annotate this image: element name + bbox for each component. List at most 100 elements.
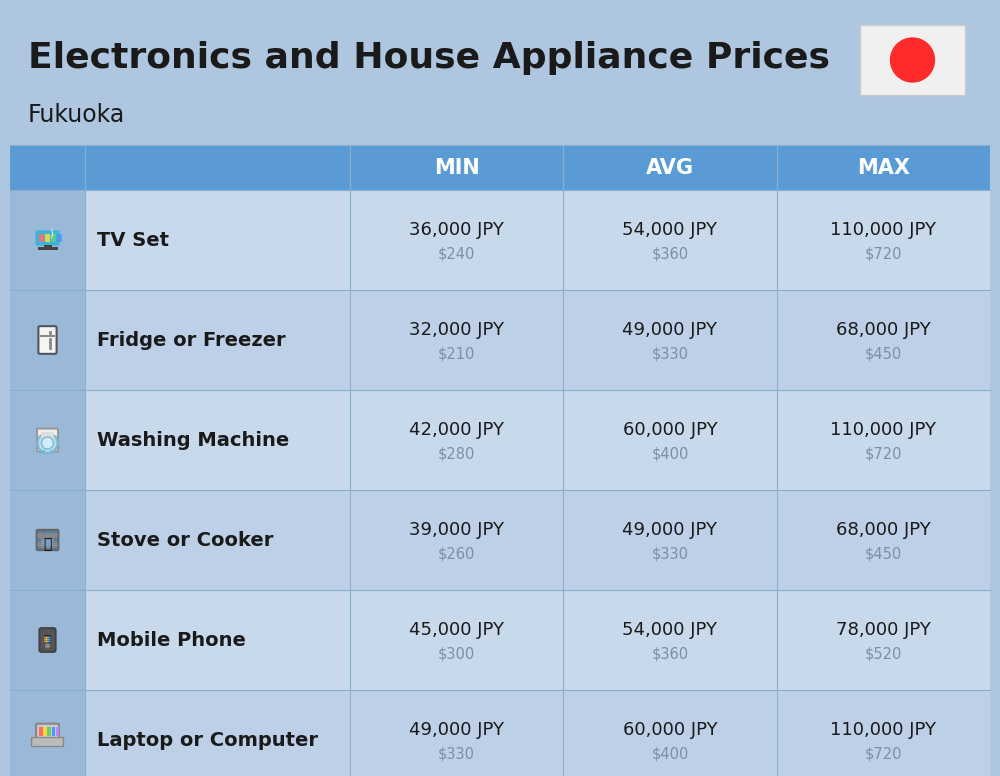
FancyBboxPatch shape bbox=[44, 635, 51, 643]
Text: 49,000 JPY: 49,000 JPY bbox=[622, 321, 718, 339]
Text: $280: $280 bbox=[438, 446, 475, 462]
Text: $720: $720 bbox=[865, 747, 902, 761]
FancyBboxPatch shape bbox=[10, 390, 85, 490]
FancyBboxPatch shape bbox=[56, 726, 59, 736]
Circle shape bbox=[38, 433, 58, 453]
Text: $720: $720 bbox=[865, 247, 902, 262]
FancyBboxPatch shape bbox=[32, 737, 63, 747]
FancyBboxPatch shape bbox=[779, 145, 988, 190]
Text: Electronics and House Appliance Prices: Electronics and House Appliance Prices bbox=[28, 41, 830, 75]
Text: 60,000 JPY: 60,000 JPY bbox=[623, 721, 717, 739]
Text: $360: $360 bbox=[651, 247, 689, 262]
FancyBboxPatch shape bbox=[46, 636, 47, 639]
FancyBboxPatch shape bbox=[39, 726, 43, 736]
FancyBboxPatch shape bbox=[50, 450, 54, 455]
FancyBboxPatch shape bbox=[860, 25, 965, 95]
Text: $330: $330 bbox=[652, 347, 688, 362]
Text: $720: $720 bbox=[865, 446, 902, 462]
FancyBboxPatch shape bbox=[42, 539, 53, 547]
FancyBboxPatch shape bbox=[38, 247, 58, 250]
FancyBboxPatch shape bbox=[10, 590, 990, 690]
FancyBboxPatch shape bbox=[43, 726, 47, 736]
FancyBboxPatch shape bbox=[10, 690, 990, 776]
Text: $360: $360 bbox=[651, 646, 689, 661]
FancyBboxPatch shape bbox=[352, 145, 561, 190]
FancyBboxPatch shape bbox=[10, 490, 85, 590]
FancyBboxPatch shape bbox=[47, 636, 49, 639]
FancyBboxPatch shape bbox=[39, 628, 56, 652]
Text: 45,000 JPY: 45,000 JPY bbox=[409, 621, 504, 639]
FancyBboxPatch shape bbox=[10, 390, 990, 490]
Text: MAX: MAX bbox=[857, 158, 910, 178]
FancyBboxPatch shape bbox=[10, 290, 85, 390]
FancyBboxPatch shape bbox=[36, 724, 59, 739]
FancyBboxPatch shape bbox=[47, 639, 49, 640]
Text: 54,000 JPY: 54,000 JPY bbox=[622, 221, 718, 239]
Text: $260: $260 bbox=[438, 546, 475, 562]
FancyBboxPatch shape bbox=[47, 726, 51, 736]
Text: $400: $400 bbox=[651, 446, 689, 462]
FancyBboxPatch shape bbox=[49, 636, 50, 639]
Text: $400: $400 bbox=[651, 747, 689, 761]
FancyBboxPatch shape bbox=[565, 145, 775, 190]
FancyBboxPatch shape bbox=[44, 639, 46, 640]
Text: 54,000 JPY: 54,000 JPY bbox=[622, 621, 718, 639]
Text: Fridge or Freezer: Fridge or Freezer bbox=[97, 331, 286, 349]
Text: TV Set: TV Set bbox=[97, 230, 169, 250]
Text: 49,000 JPY: 49,000 JPY bbox=[622, 521, 718, 539]
FancyBboxPatch shape bbox=[37, 530, 58, 550]
FancyBboxPatch shape bbox=[10, 490, 990, 590]
FancyBboxPatch shape bbox=[52, 726, 55, 736]
Text: Stove or Cooker: Stove or Cooker bbox=[97, 531, 273, 549]
FancyBboxPatch shape bbox=[51, 234, 56, 241]
Text: $450: $450 bbox=[865, 347, 902, 362]
Text: $330: $330 bbox=[438, 747, 475, 761]
Text: 36,000 JPY: 36,000 JPY bbox=[409, 221, 504, 239]
Text: ): ) bbox=[50, 228, 53, 238]
Circle shape bbox=[45, 643, 50, 649]
Text: AVG: AVG bbox=[646, 158, 694, 178]
Text: 110,000 JPY: 110,000 JPY bbox=[830, 421, 936, 439]
Ellipse shape bbox=[51, 533, 57, 538]
FancyBboxPatch shape bbox=[37, 428, 58, 452]
FancyBboxPatch shape bbox=[44, 636, 46, 639]
Text: $300: $300 bbox=[438, 646, 475, 661]
FancyBboxPatch shape bbox=[39, 234, 44, 241]
Circle shape bbox=[42, 437, 54, 449]
Text: 78,000 JPY: 78,000 JPY bbox=[836, 621, 931, 639]
FancyBboxPatch shape bbox=[10, 145, 990, 190]
FancyBboxPatch shape bbox=[41, 431, 54, 439]
FancyBboxPatch shape bbox=[45, 234, 50, 241]
Ellipse shape bbox=[38, 533, 44, 538]
Text: MIN: MIN bbox=[434, 158, 480, 178]
Text: $210: $210 bbox=[438, 347, 475, 362]
Text: Laptop or Computer: Laptop or Computer bbox=[97, 730, 318, 750]
FancyBboxPatch shape bbox=[10, 190, 85, 290]
FancyBboxPatch shape bbox=[44, 641, 46, 643]
Text: 39,000 JPY: 39,000 JPY bbox=[409, 521, 504, 539]
Text: 110,000 JPY: 110,000 JPY bbox=[830, 221, 936, 239]
Ellipse shape bbox=[44, 542, 50, 546]
FancyBboxPatch shape bbox=[46, 639, 47, 640]
Text: 42,000 JPY: 42,000 JPY bbox=[409, 421, 504, 439]
FancyBboxPatch shape bbox=[10, 690, 85, 776]
FancyBboxPatch shape bbox=[10, 590, 85, 690]
Text: $330: $330 bbox=[652, 546, 688, 562]
FancyBboxPatch shape bbox=[10, 190, 990, 290]
Ellipse shape bbox=[44, 533, 50, 538]
Circle shape bbox=[891, 38, 934, 82]
FancyBboxPatch shape bbox=[41, 450, 45, 455]
Text: 68,000 JPY: 68,000 JPY bbox=[836, 321, 931, 339]
FancyBboxPatch shape bbox=[49, 641, 50, 643]
FancyBboxPatch shape bbox=[57, 234, 62, 241]
Text: $240: $240 bbox=[438, 247, 475, 262]
Text: $520: $520 bbox=[865, 646, 902, 661]
Text: 🔥: 🔥 bbox=[43, 538, 52, 552]
Text: Mobile Phone: Mobile Phone bbox=[97, 630, 246, 650]
FancyBboxPatch shape bbox=[47, 641, 49, 643]
Text: 60,000 JPY: 60,000 JPY bbox=[623, 421, 717, 439]
Text: 32,000 JPY: 32,000 JPY bbox=[409, 321, 504, 339]
Ellipse shape bbox=[51, 542, 57, 546]
Ellipse shape bbox=[38, 542, 44, 546]
Text: $450: $450 bbox=[865, 546, 902, 562]
